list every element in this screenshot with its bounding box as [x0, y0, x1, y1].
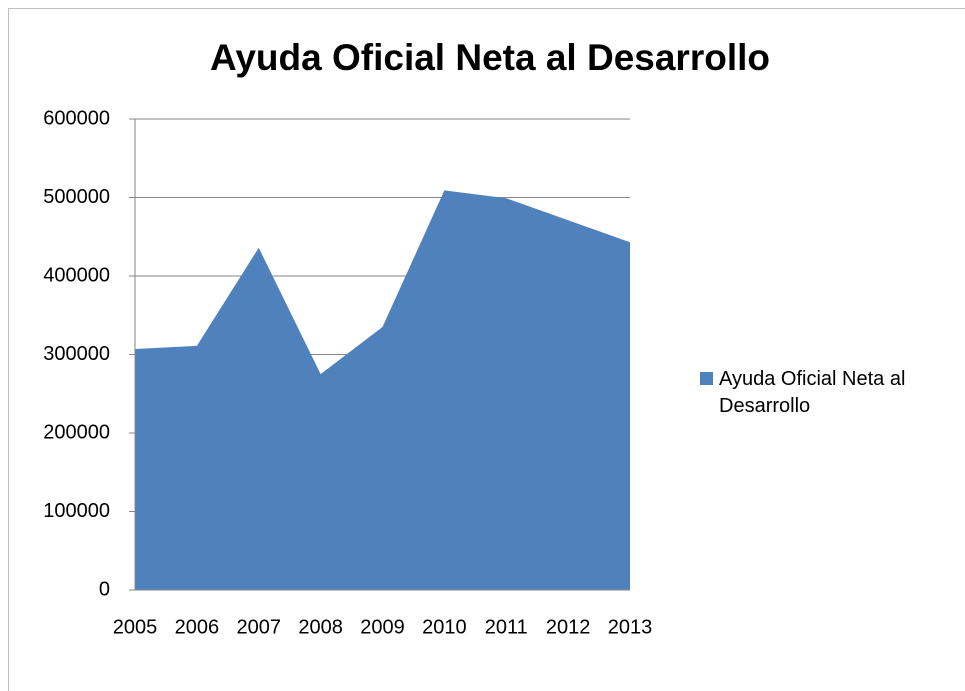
y-tick-label: 400000 [43, 264, 110, 286]
chart-frame [8, 8, 965, 691]
y-tick-label: 600000 [43, 107, 110, 129]
y-tick-label: 500000 [43, 186, 110, 208]
x-tick-label: 2008 [298, 616, 343, 638]
chart-title: Ayuda Oficial Neta al Desarrollo [210, 37, 770, 78]
y-tick-label: 100000 [43, 500, 110, 522]
y-tick-label: 200000 [43, 421, 110, 443]
x-tick-label: 2011 [485, 616, 528, 638]
y-tick-label: 300000 [43, 343, 110, 365]
x-tick-label: 2013 [608, 616, 653, 638]
x-tick-label: 2005 [113, 616, 158, 638]
legend-label: Ayuda Oficial Neta al Desarrollo [719, 368, 906, 417]
legend-swatch [700, 372, 713, 385]
area [135, 190, 630, 590]
legend: Ayuda Oficial Neta al Desarrollo [700, 366, 950, 420]
x-tick-label: 2010 [422, 616, 467, 638]
x-tick-label: 2007 [237, 616, 282, 638]
x-tick-label: 2006 [175, 616, 220, 638]
x-tick-label: 2009 [360, 616, 405, 638]
x-tick-label: 2012 [546, 616, 591, 638]
y-tick-label: 0 [99, 578, 110, 600]
